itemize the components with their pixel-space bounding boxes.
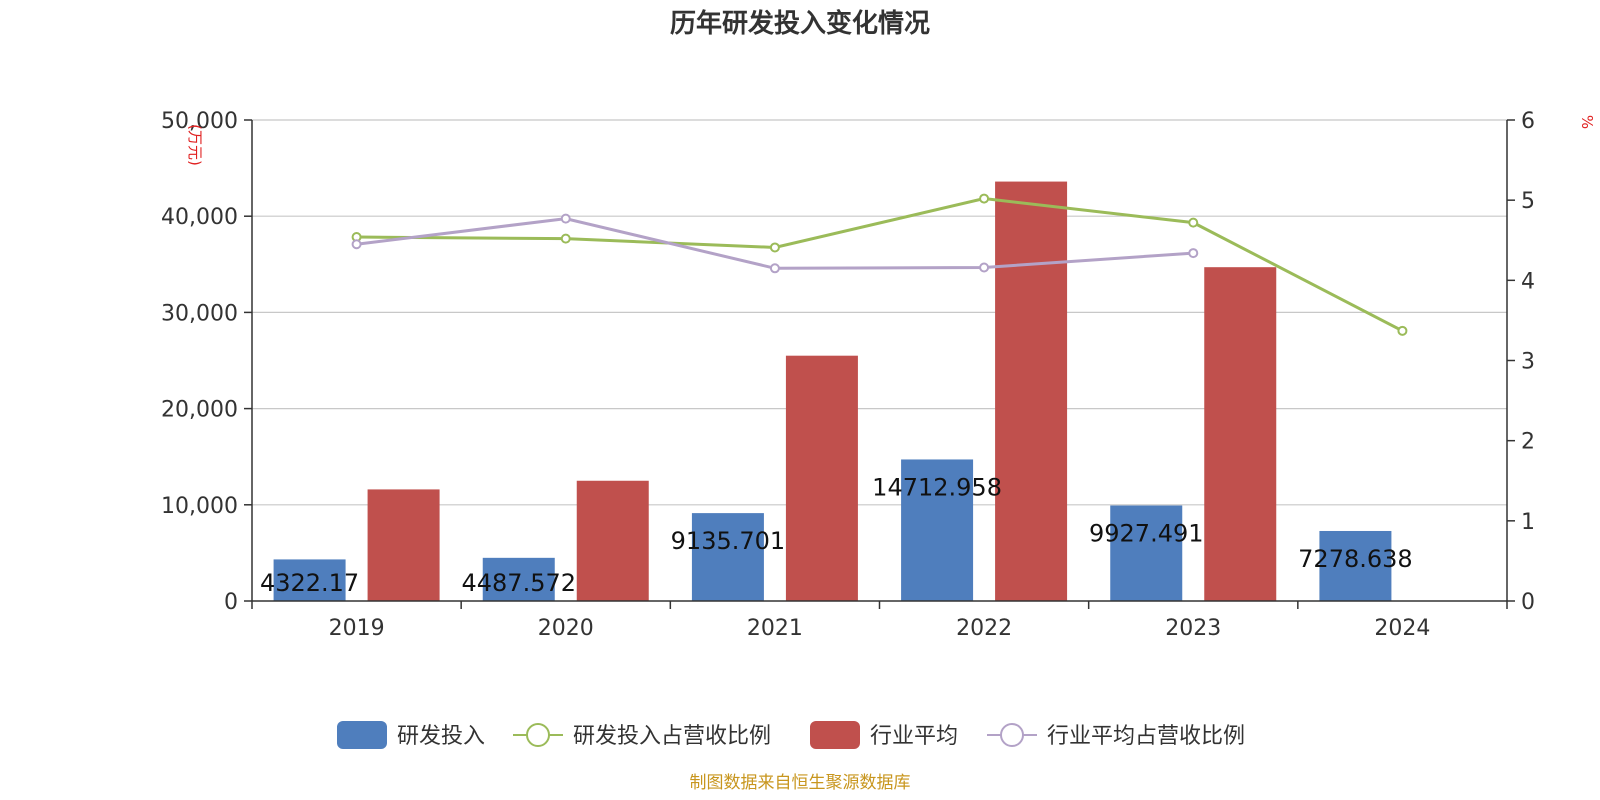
bar-2023-行业平均 xyxy=(1204,267,1277,601)
right-tick-label: 1 xyxy=(1521,510,1535,535)
chart-title: 历年研发投入变化情况 xyxy=(670,8,930,39)
source-note: 制图数据来自恒生聚源数据库 xyxy=(690,773,911,793)
right-tick-label: 0 xyxy=(1521,590,1535,615)
left-tick-label: 10,000 xyxy=(161,494,238,519)
bar-2021-研发投入 xyxy=(691,513,764,601)
data-label: 4487.572 xyxy=(461,569,576,597)
right-tick-label: 4 xyxy=(1521,269,1535,294)
left-tick-label: 20,000 xyxy=(161,398,238,423)
point-行业平均占营收比例 xyxy=(769,263,780,274)
legend-label: 行业平均 xyxy=(870,724,958,749)
bar-2019-行业平均 xyxy=(367,489,440,601)
point-研发投入占营收比例 xyxy=(1397,325,1408,336)
right-axis-unit: % xyxy=(1578,115,1596,129)
x-tick-label: 2024 xyxy=(1374,616,1430,641)
legend-swatch-行业平均 xyxy=(810,721,860,749)
legend-label: 行业平均占营收比例 xyxy=(1047,724,1245,749)
point-研发投入占营收比例 xyxy=(769,242,780,253)
bar-2023-研发投入 xyxy=(1110,505,1183,601)
x-tick-label: 2020 xyxy=(538,616,594,641)
line-研发投入占营收比例 xyxy=(356,197,1404,333)
point-行业平均占营收比例 xyxy=(560,213,571,224)
left-tick-label: 0 xyxy=(224,590,238,615)
right-tick-label: 6 xyxy=(1521,109,1535,134)
data-label: 4322.17 xyxy=(260,569,359,597)
left-tick-label: 40,000 xyxy=(161,205,238,230)
point-研发投入占营收比例 xyxy=(560,233,571,244)
data-label: 7278.638 xyxy=(1298,545,1413,573)
point-研发投入占营收比例 xyxy=(1188,217,1199,228)
right-tick-label: 2 xyxy=(1521,430,1535,455)
x-tick-label: 2019 xyxy=(329,616,385,641)
lines-group xyxy=(351,193,1408,336)
axes-group: 0 10,000 20,000 30,000 40,000 50,000 0 1 2 3 4 5 6 20… xyxy=(161,109,1535,641)
data-labels-group: 4322.17 4487.572 9135.701 14712.958 9927.491… xyxy=(260,473,1413,597)
bar-2019-研发投入 xyxy=(273,559,346,601)
data-label: 14712.958 xyxy=(872,473,1002,501)
point-研发投入占营收比例 xyxy=(979,193,990,204)
legend-label: 研发投入 xyxy=(397,724,485,749)
legend-label: 研发投入占营收比例 xyxy=(573,724,771,749)
bar-2024-研发投入 xyxy=(1319,530,1392,601)
point-行业平均占营收比例 xyxy=(351,239,362,250)
legend-swatch-研发投入 xyxy=(337,721,387,749)
legend-marker-研发投入占营收比例 xyxy=(526,723,550,747)
point-行业平均占营收比例 xyxy=(1188,248,1199,259)
legend-marker-行业平均占营收比例 xyxy=(1000,723,1024,747)
left-tick-label: 30,000 xyxy=(161,301,238,326)
point-行业平均占营收比例 xyxy=(979,262,990,273)
bar-2020-行业平均 xyxy=(576,480,649,601)
data-label: 9135.701 xyxy=(671,527,786,555)
legend: 研发投入 研发投入占营收比例 行业平均 行业平均占营收比例 xyxy=(337,721,1245,749)
bar-2022-研发投入 xyxy=(901,459,974,601)
data-label: 9927.491 xyxy=(1089,519,1204,547)
left-tick-label: 50,000 xyxy=(161,109,238,134)
right-tick-label: 3 xyxy=(1521,350,1535,375)
x-tick-label: 2021 xyxy=(747,616,803,641)
bars-group xyxy=(273,181,1392,601)
bar-2021-行业平均 xyxy=(785,355,858,601)
right-tick-label: 5 xyxy=(1521,189,1535,214)
bar-2020-研发投入 xyxy=(482,557,555,601)
x-tick-label: 2022 xyxy=(956,616,1012,641)
x-tick-label: 2023 xyxy=(1165,616,1221,641)
left-axis-unit: (万元) xyxy=(186,124,204,166)
grid-lines xyxy=(252,119,1507,506)
bar-2022-行业平均 xyxy=(995,181,1068,601)
